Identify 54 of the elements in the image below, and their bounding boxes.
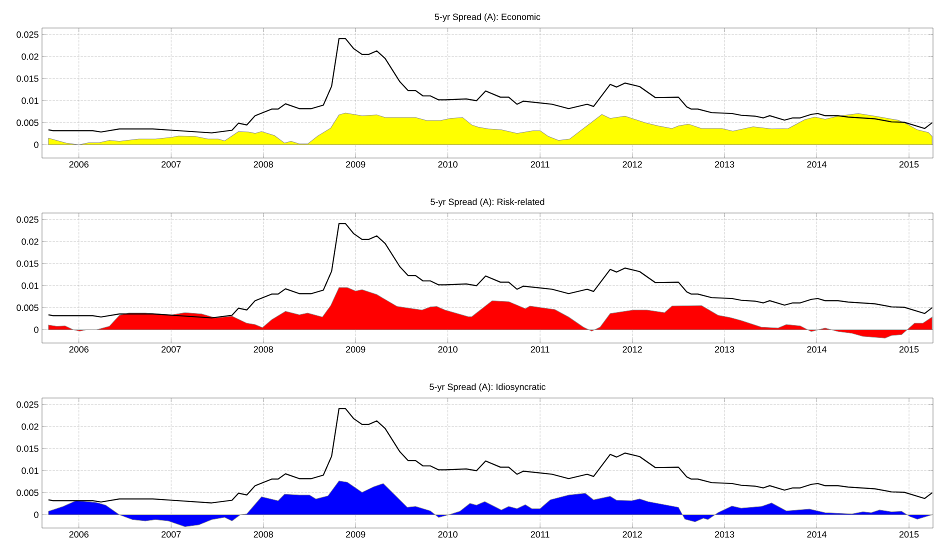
x-tick-label: 2006 [69, 161, 89, 168]
x-tick-label: 2015 [899, 161, 919, 168]
line-series [48, 38, 933, 134]
x-tick-label: 2007 [162, 161, 181, 168]
y-tick-label: 0.02 [22, 53, 38, 60]
x-tick-label: 2013 [714, 531, 734, 538]
y-tick-label: 0.015 [16, 445, 38, 452]
chart-title: 5-yr Spread (A): Idiosyncratic [430, 383, 546, 392]
x-tick-label: 2010 [438, 346, 458, 353]
y-tick-label: 0.015 [16, 260, 38, 267]
chart-title: 5-yr Spread (A): Economic [434, 13, 540, 22]
x-tick-label: 2012 [622, 346, 642, 353]
x-tick-label: 2013 [714, 161, 734, 168]
x-tick-label: 2011 [530, 161, 550, 168]
y-tick-label: 0.02 [22, 238, 38, 245]
x-tick-label: 2009 [346, 161, 366, 168]
x-tick-label: 2010 [438, 531, 458, 538]
y-tick-label: 0.015 [16, 75, 38, 82]
y-tick-label: 0.025 [16, 31, 38, 38]
y-tick-label: 0.025 [16, 216, 38, 223]
x-tick-label: 2014 [807, 531, 827, 538]
y-tick-label: 0.005 [16, 490, 38, 496]
line-series [48, 223, 933, 318]
y-tick-label: 0 [34, 512, 38, 518]
x-tick-label: 2006 [69, 346, 89, 353]
y-tick-label: 0.025 [16, 401, 38, 408]
x-tick-label: 2008 [254, 161, 273, 168]
x-tick-label: 2007 [162, 531, 181, 538]
x-tick-label: 2008 [254, 531, 273, 538]
x-tick-label: 2014 [807, 346, 827, 353]
y-tick-label: 0.01 [22, 282, 38, 289]
x-tick-label: 2013 [714, 346, 734, 353]
x-tick-label: 2011 [530, 346, 550, 353]
x-tick-label: 2015 [899, 531, 919, 538]
y-tick-label: 0.02 [22, 423, 38, 430]
x-tick-label: 2008 [254, 346, 273, 353]
x-tick-label: 2009 [346, 346, 366, 353]
x-tick-label: 2012 [622, 161, 642, 168]
x-tick-label: 2006 [69, 531, 89, 538]
x-tick-label: 2014 [807, 161, 827, 168]
chart-title: 5-yr Spread (A): Risk-related [430, 198, 544, 207]
y-tick-label: 0.005 [16, 120, 38, 126]
x-tick-label: 2010 [438, 161, 458, 168]
y-tick-label: 0.005 [16, 304, 38, 311]
x-tick-label: 2015 [899, 346, 919, 353]
x-tick-label: 2012 [622, 531, 642, 538]
y-tick-label: 0 [34, 326, 38, 333]
y-tick-label: 0.01 [22, 468, 38, 474]
y-tick-label: 0 [34, 142, 38, 148]
line-series [48, 408, 933, 504]
y-tick-label: 0.01 [22, 98, 38, 104]
x-tick-label: 2007 [162, 346, 181, 353]
x-tick-label: 2011 [530, 531, 550, 538]
x-tick-label: 2009 [346, 531, 366, 538]
